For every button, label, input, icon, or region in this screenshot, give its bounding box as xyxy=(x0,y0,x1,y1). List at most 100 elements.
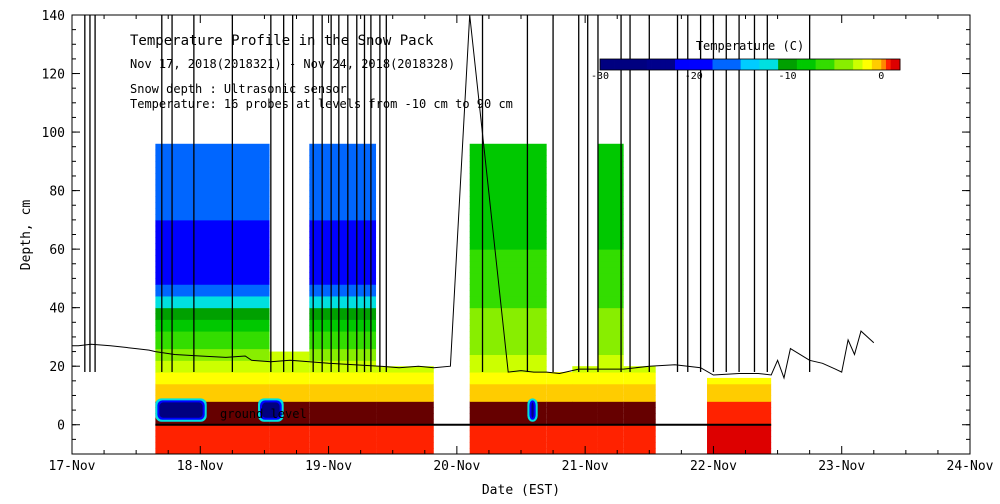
heatmap-cell xyxy=(546,424,579,432)
heatmap-cell xyxy=(309,360,377,367)
heatmap-cell xyxy=(376,383,434,391)
heatmap-cell xyxy=(269,448,310,454)
heatmap-cell xyxy=(309,196,377,203)
heatmap-block xyxy=(597,143,624,454)
heatmap-cell xyxy=(469,383,547,391)
heatmap-cell xyxy=(572,442,598,449)
y-tick-label: 40 xyxy=(49,302,65,317)
heatmap-cell xyxy=(155,243,270,250)
x-tick-label: 20-Nov xyxy=(433,459,480,474)
heatmap-cell xyxy=(597,155,624,162)
heatmap-cell xyxy=(309,190,377,197)
y-tick-label: 100 xyxy=(42,126,65,141)
heatmap-cell xyxy=(469,331,547,338)
heatmap-cell xyxy=(597,407,624,414)
heatmap-cell xyxy=(309,178,377,186)
colorbar-swatch xyxy=(834,59,840,70)
heatmap-cell xyxy=(597,278,624,285)
heatmap-cell xyxy=(597,442,624,449)
heatmap-cell xyxy=(597,430,624,437)
heatmap-cell xyxy=(597,225,624,233)
colorbar-swatch xyxy=(614,59,620,70)
heatmap-cell xyxy=(155,448,270,454)
heatmap-cell xyxy=(597,190,624,197)
heatmap-cell xyxy=(155,196,270,203)
heatmap-cell xyxy=(155,173,270,180)
heatmap-cell xyxy=(469,161,547,168)
heatmap-cell xyxy=(376,377,434,385)
heatmap-cell xyxy=(546,389,579,396)
heatmap-cell xyxy=(572,436,598,443)
heatmap-cell xyxy=(155,184,270,192)
heatmap-cell xyxy=(707,389,772,396)
heatmap-cell xyxy=(309,342,377,350)
heatmap-cell xyxy=(155,225,270,233)
heatmap-cell xyxy=(155,208,270,215)
heatmap-cell xyxy=(597,342,624,350)
colorbar-swatch xyxy=(881,59,887,70)
heatmap-cell xyxy=(155,383,270,391)
heatmap-cell xyxy=(597,272,624,279)
heatmap-cell xyxy=(597,178,624,186)
heatmap-cell xyxy=(469,418,547,426)
heatmap-cell xyxy=(309,149,377,156)
heatmap-cell xyxy=(309,208,377,215)
heatmap-cell xyxy=(469,266,547,274)
heatmap-cell xyxy=(623,383,656,391)
heatmap-cell xyxy=(469,336,547,344)
heatmap-cell xyxy=(597,448,624,454)
y-tick-label: 60 xyxy=(49,243,65,258)
heatmap-cell xyxy=(309,272,377,279)
cold-spot-core xyxy=(159,402,203,418)
heatmap-cell xyxy=(623,372,656,379)
heatmap-cell xyxy=(572,424,598,432)
heatmap-cell xyxy=(155,167,270,174)
heatmap-cell xyxy=(155,290,270,297)
colorbar-swatch xyxy=(862,59,868,70)
colorbar: Temperature (C) -30 -20 -10 0 xyxy=(591,39,901,82)
heatmap-cell xyxy=(376,366,434,373)
colorbar-swatch xyxy=(857,59,863,70)
heatmap-cell xyxy=(623,436,656,443)
heatmap-cell xyxy=(469,184,547,192)
heatmap-cell xyxy=(707,418,772,426)
heatmap-cell xyxy=(597,413,624,420)
heatmap-cell xyxy=(469,372,547,379)
heatmap-cell xyxy=(155,307,270,315)
colorbar-swatch xyxy=(867,59,873,70)
heatmap-cell xyxy=(707,430,772,437)
colorbar-swatch xyxy=(656,59,662,70)
heatmap-cell xyxy=(376,401,434,408)
heatmap-cell xyxy=(309,284,377,291)
heatmap-cell xyxy=(469,173,547,180)
heatmap-cell xyxy=(469,284,547,291)
heatmap-cell xyxy=(597,260,624,268)
heatmap-cell xyxy=(469,249,547,256)
heatmap-cell xyxy=(597,395,624,402)
heatmap-cell xyxy=(597,149,624,156)
heatmap-cell xyxy=(155,284,270,291)
heatmap-cell xyxy=(155,430,270,437)
colorbar-swatch xyxy=(787,59,793,70)
heatmap-cell xyxy=(597,418,624,426)
heatmap-cell xyxy=(376,418,434,426)
heatmap-cell xyxy=(309,219,377,227)
heatmap-cell xyxy=(707,442,772,449)
heatmap-cell xyxy=(707,401,772,408)
colorbar-swatches xyxy=(599,58,901,71)
heatmap-cell xyxy=(269,401,310,408)
colorbar-tick-label: -10 xyxy=(778,71,796,82)
colorbar-swatch xyxy=(726,59,732,70)
heatmap-cell xyxy=(707,383,772,391)
colorbar-tick-label: 0 xyxy=(878,71,884,82)
heatmap-cell xyxy=(269,436,310,443)
heatmap-block xyxy=(469,143,547,454)
heatmap-cell xyxy=(269,424,310,432)
heatmap-cell xyxy=(155,178,270,186)
heatmap-cell xyxy=(597,231,624,238)
heatmap-cell xyxy=(597,173,624,180)
heatmap-cell xyxy=(623,430,656,437)
heatmap-cell xyxy=(469,395,547,402)
heatmap-cell xyxy=(309,231,377,238)
heatmap-cell xyxy=(155,237,270,244)
